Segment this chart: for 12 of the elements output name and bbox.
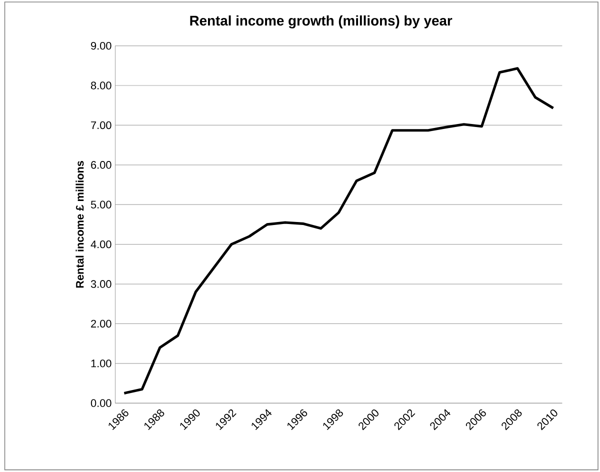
y-tick-label: 5.00	[90, 200, 112, 209]
y-axis-title: Rental income £ millions	[76, 161, 84, 288]
y-tick-label: 0.00	[90, 399, 112, 408]
y-tick-label: 8.00	[90, 82, 112, 90]
y-tick-label: 7.00	[91, 121, 112, 130]
y-tick-label: 2.00	[91, 320, 112, 328]
y-tick-label: 4.00	[90, 240, 112, 248]
y-tick-label: 1.00	[91, 360, 112, 368]
y-tick-label: 9.00	[91, 42, 112, 50]
y-tick-label: 6.00	[91, 161, 112, 169]
y-tick-label: 3.00	[90, 280, 112, 288]
chart-title: Rental income growth (millions) by year	[190, 15, 452, 28]
